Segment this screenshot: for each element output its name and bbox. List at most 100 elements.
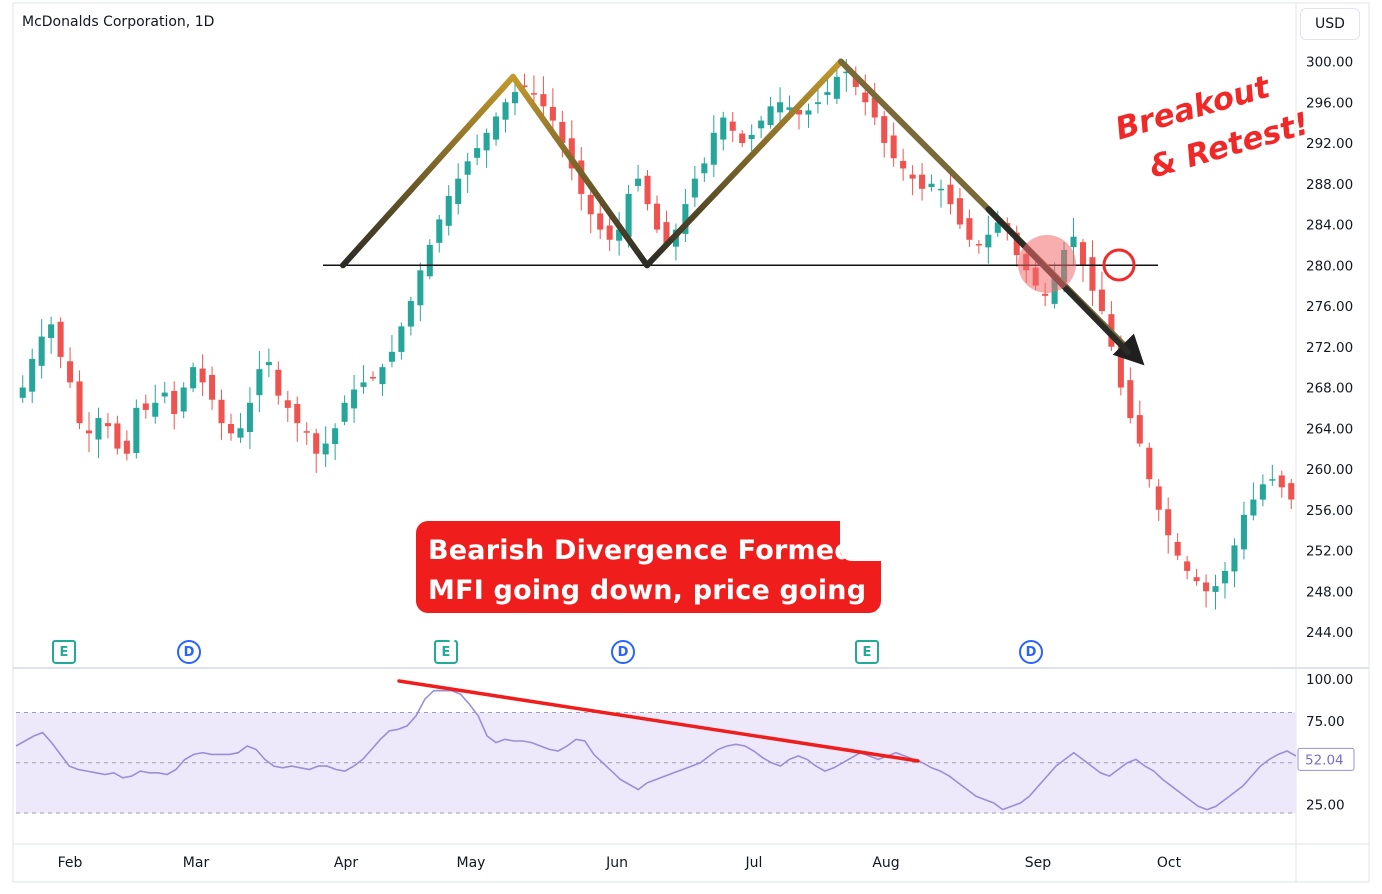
- candle-body: [114, 423, 121, 449]
- divergence-line-2: MFI going down, price going up: [428, 575, 867, 646]
- candle-body: [748, 134, 755, 140]
- earnings-badge[interactable]: E: [434, 640, 458, 664]
- candle-body: [455, 178, 462, 204]
- candle-body: [862, 92, 869, 103]
- candle-body: [1193, 577, 1200, 582]
- candle-body: [322, 443, 329, 455]
- candle-body: [758, 120, 765, 129]
- candle-body: [540, 94, 547, 107]
- mfi-last-value: 52.04: [1305, 752, 1344, 768]
- dividend-badge[interactable]: D: [177, 640, 201, 664]
- retest-ring: [1102, 248, 1136, 282]
- candle-body: [559, 121, 566, 143]
- earnings-badge[interactable]: E: [855, 640, 879, 664]
- candle-body: [294, 404, 301, 424]
- candle-body: [1079, 242, 1087, 266]
- candle-body: [871, 97, 878, 118]
- candle-body: [1013, 232, 1020, 256]
- candle-body: [568, 138, 575, 169]
- candle-body: [284, 400, 291, 408]
- divergence-trendline: [397, 679, 920, 763]
- price-tick-label: 260.00: [1306, 462, 1353, 478]
- candle-body: [625, 193, 632, 237]
- candle-body: [909, 174, 916, 179]
- candle-body: [928, 183, 935, 188]
- candle-body: [956, 198, 963, 225]
- time-tick-label: Apr: [334, 855, 358, 871]
- candle-body: [511, 92, 519, 104]
- candle-body: [777, 102, 784, 113]
- candle-body: [57, 321, 64, 357]
- candle-body: [795, 109, 803, 115]
- time-tick-label: Feb: [58, 855, 83, 871]
- candle-body: [246, 402, 253, 432]
- time-tick-label: May: [457, 855, 486, 871]
- candle-body: [1174, 541, 1181, 556]
- candle-body: [966, 218, 973, 240]
- candle-body: [814, 102, 821, 105]
- price-tick-label: 292.00: [1306, 136, 1353, 152]
- candle-body: [1165, 509, 1172, 536]
- price-tick-label: 300.00: [1306, 55, 1353, 71]
- candle-body: [48, 324, 55, 339]
- candle-body: [38, 336, 45, 366]
- candle-body: [644, 175, 651, 205]
- candle-body: [464, 161, 471, 175]
- price-tick-label: 268.00: [1306, 381, 1353, 397]
- candle-body: [729, 121, 736, 131]
- candle-body: [256, 369, 263, 396]
- divergence-callout: Bearish Divergence Formed: MFI going dow…: [416, 521, 881, 646]
- candle-body: [171, 390, 178, 414]
- candle-body: [975, 243, 982, 246]
- candle-body: [502, 102, 509, 120]
- price-tick-label: 280.00: [1306, 258, 1353, 274]
- dividend-badge[interactable]: D: [1019, 640, 1043, 664]
- candle-body: [805, 110, 812, 115]
- price-tick-label: 296.00: [1306, 95, 1353, 111]
- candle-body: [351, 389, 358, 409]
- candle-body: [900, 160, 907, 169]
- currency-button[interactable]: USD: [1300, 8, 1360, 40]
- axes: 300.00 296.00 292.00 288.00 284.00 280.00 276.…: [58, 55, 1355, 871]
- candle-body: [19, 387, 26, 398]
- candle-body: [919, 174, 926, 189]
- mfi-band: [16, 712, 1296, 814]
- candle-body: [1269, 479, 1276, 481]
- price-tick-label: 264.00: [1306, 421, 1353, 437]
- candle-body: [843, 71, 850, 74]
- candle-body: [67, 361, 74, 383]
- candle-body: [474, 148, 481, 158]
- candle-body: [890, 135, 897, 159]
- time-tick-label: Jun: [605, 855, 628, 871]
- mfi-last-value-badge: [1297, 747, 1355, 771]
- pattern-leg-2: [644, 58, 844, 269]
- candle-body: [767, 106, 774, 126]
- price-tick-label: 248.00: [1306, 584, 1353, 600]
- candle-body: [303, 431, 310, 433]
- earnings-badge[interactable]: E: [52, 640, 76, 664]
- candle-body: [521, 85, 528, 87]
- candle-body: [852, 75, 859, 87]
- candle-body: [597, 213, 604, 230]
- candle-body: [833, 76, 840, 99]
- price-tick-label: 256.00: [1306, 503, 1353, 519]
- dividend-badge[interactable]: D: [611, 640, 635, 664]
- candle-body: [360, 382, 367, 387]
- candle-body: [388, 351, 395, 362]
- divergence-line-1: Bearish Divergence Formed:: [428, 535, 865, 566]
- time-tick-label: Aug: [872, 855, 899, 871]
- candle-body: [1136, 415, 1143, 444]
- candle-body: [493, 116, 500, 140]
- candle-body: [786, 107, 793, 110]
- candle-body: [663, 222, 670, 245]
- candle-body: [1240, 514, 1247, 550]
- candle-body: [635, 178, 642, 186]
- double-top-pattern: [323, 58, 1158, 366]
- candle-body: [152, 402, 159, 417]
- candle-body: [530, 93, 537, 95]
- mfi-tick-label: 75.00: [1306, 714, 1345, 730]
- candle-body: [653, 203, 661, 230]
- candle-body: [1070, 236, 1077, 248]
- candle-body: [701, 163, 708, 174]
